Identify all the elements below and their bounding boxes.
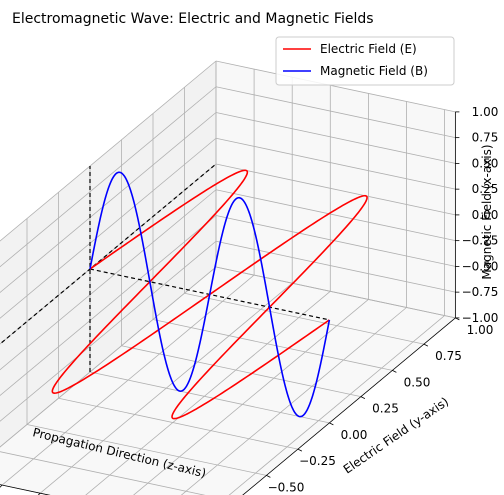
gridline [215,240,456,293]
gridline [89,371,330,424]
gridline [152,319,393,371]
gridline [215,112,456,164]
z-tick-label: −0.75 [462,285,499,299]
z-tick-label: 0.50 [472,156,499,170]
z-tick-label: 1.00 [472,105,499,119]
magnetic-field-line [89,171,331,418]
legend: Electric Field (E) Magnetic Field (B) [275,36,455,86]
y-tick-label: 0.25 [372,402,399,416]
y-tick-label: −0.25 [299,454,336,468]
y-tick-label: 0.00 [341,428,368,442]
data-series [51,169,368,420]
pane-floor [0,267,456,495]
gridline [215,60,456,113]
gridline [215,266,456,319]
y-tick-mark [329,422,334,426]
x-axis-line [0,484,51,495]
y-tick-mark [423,343,429,347]
y-tick-mark [392,370,397,373]
gridline [121,345,361,398]
gridline [26,424,267,476]
legend-label-magnetic: Magnetic Field (B) [320,64,428,78]
axes-ticks: 0123456−1.00−0.75−0.50−0.250.000.250.500… [0,105,498,495]
z-tick-label: −1.00 [462,311,499,325]
gridline [215,163,456,216]
axes-gridlines [0,60,456,495]
gridline [0,240,217,422]
legend-label-electric: Electric Field (E) [320,42,417,56]
gridline [215,86,456,139]
gridline [58,397,298,450]
z-tick-label: 0.75 [472,131,499,145]
y-tick-label: 0.75 [435,349,462,363]
z-tick-label: −0.50 [462,259,499,273]
z-tick-label: 0.25 [472,182,499,196]
y-tick-label: 1.00 [467,323,494,337]
y-axis-line [242,317,456,495]
gridline [0,451,206,495]
gridline [215,137,456,190]
y-tick-mark [360,396,366,400]
gridline [184,292,424,345]
gridline [0,86,217,268]
legend-box [275,36,455,86]
y-tick-mark [266,475,271,478]
z-tick-label: −0.25 [462,234,499,248]
y-tick-label: −0.50 [268,480,305,494]
z-axis-label: Magnetic Field (x-axis) [480,144,494,279]
gridline [215,189,456,242]
y-tick-mark [297,448,303,452]
gridline [215,215,456,267]
x-tick-mark [0,484,3,488]
z-tick-label: 0.00 [472,208,499,222]
chart-title: Electromagnetic Wave: Electric and Magne… [12,11,374,27]
y-tick-label: 0.50 [404,375,431,389]
